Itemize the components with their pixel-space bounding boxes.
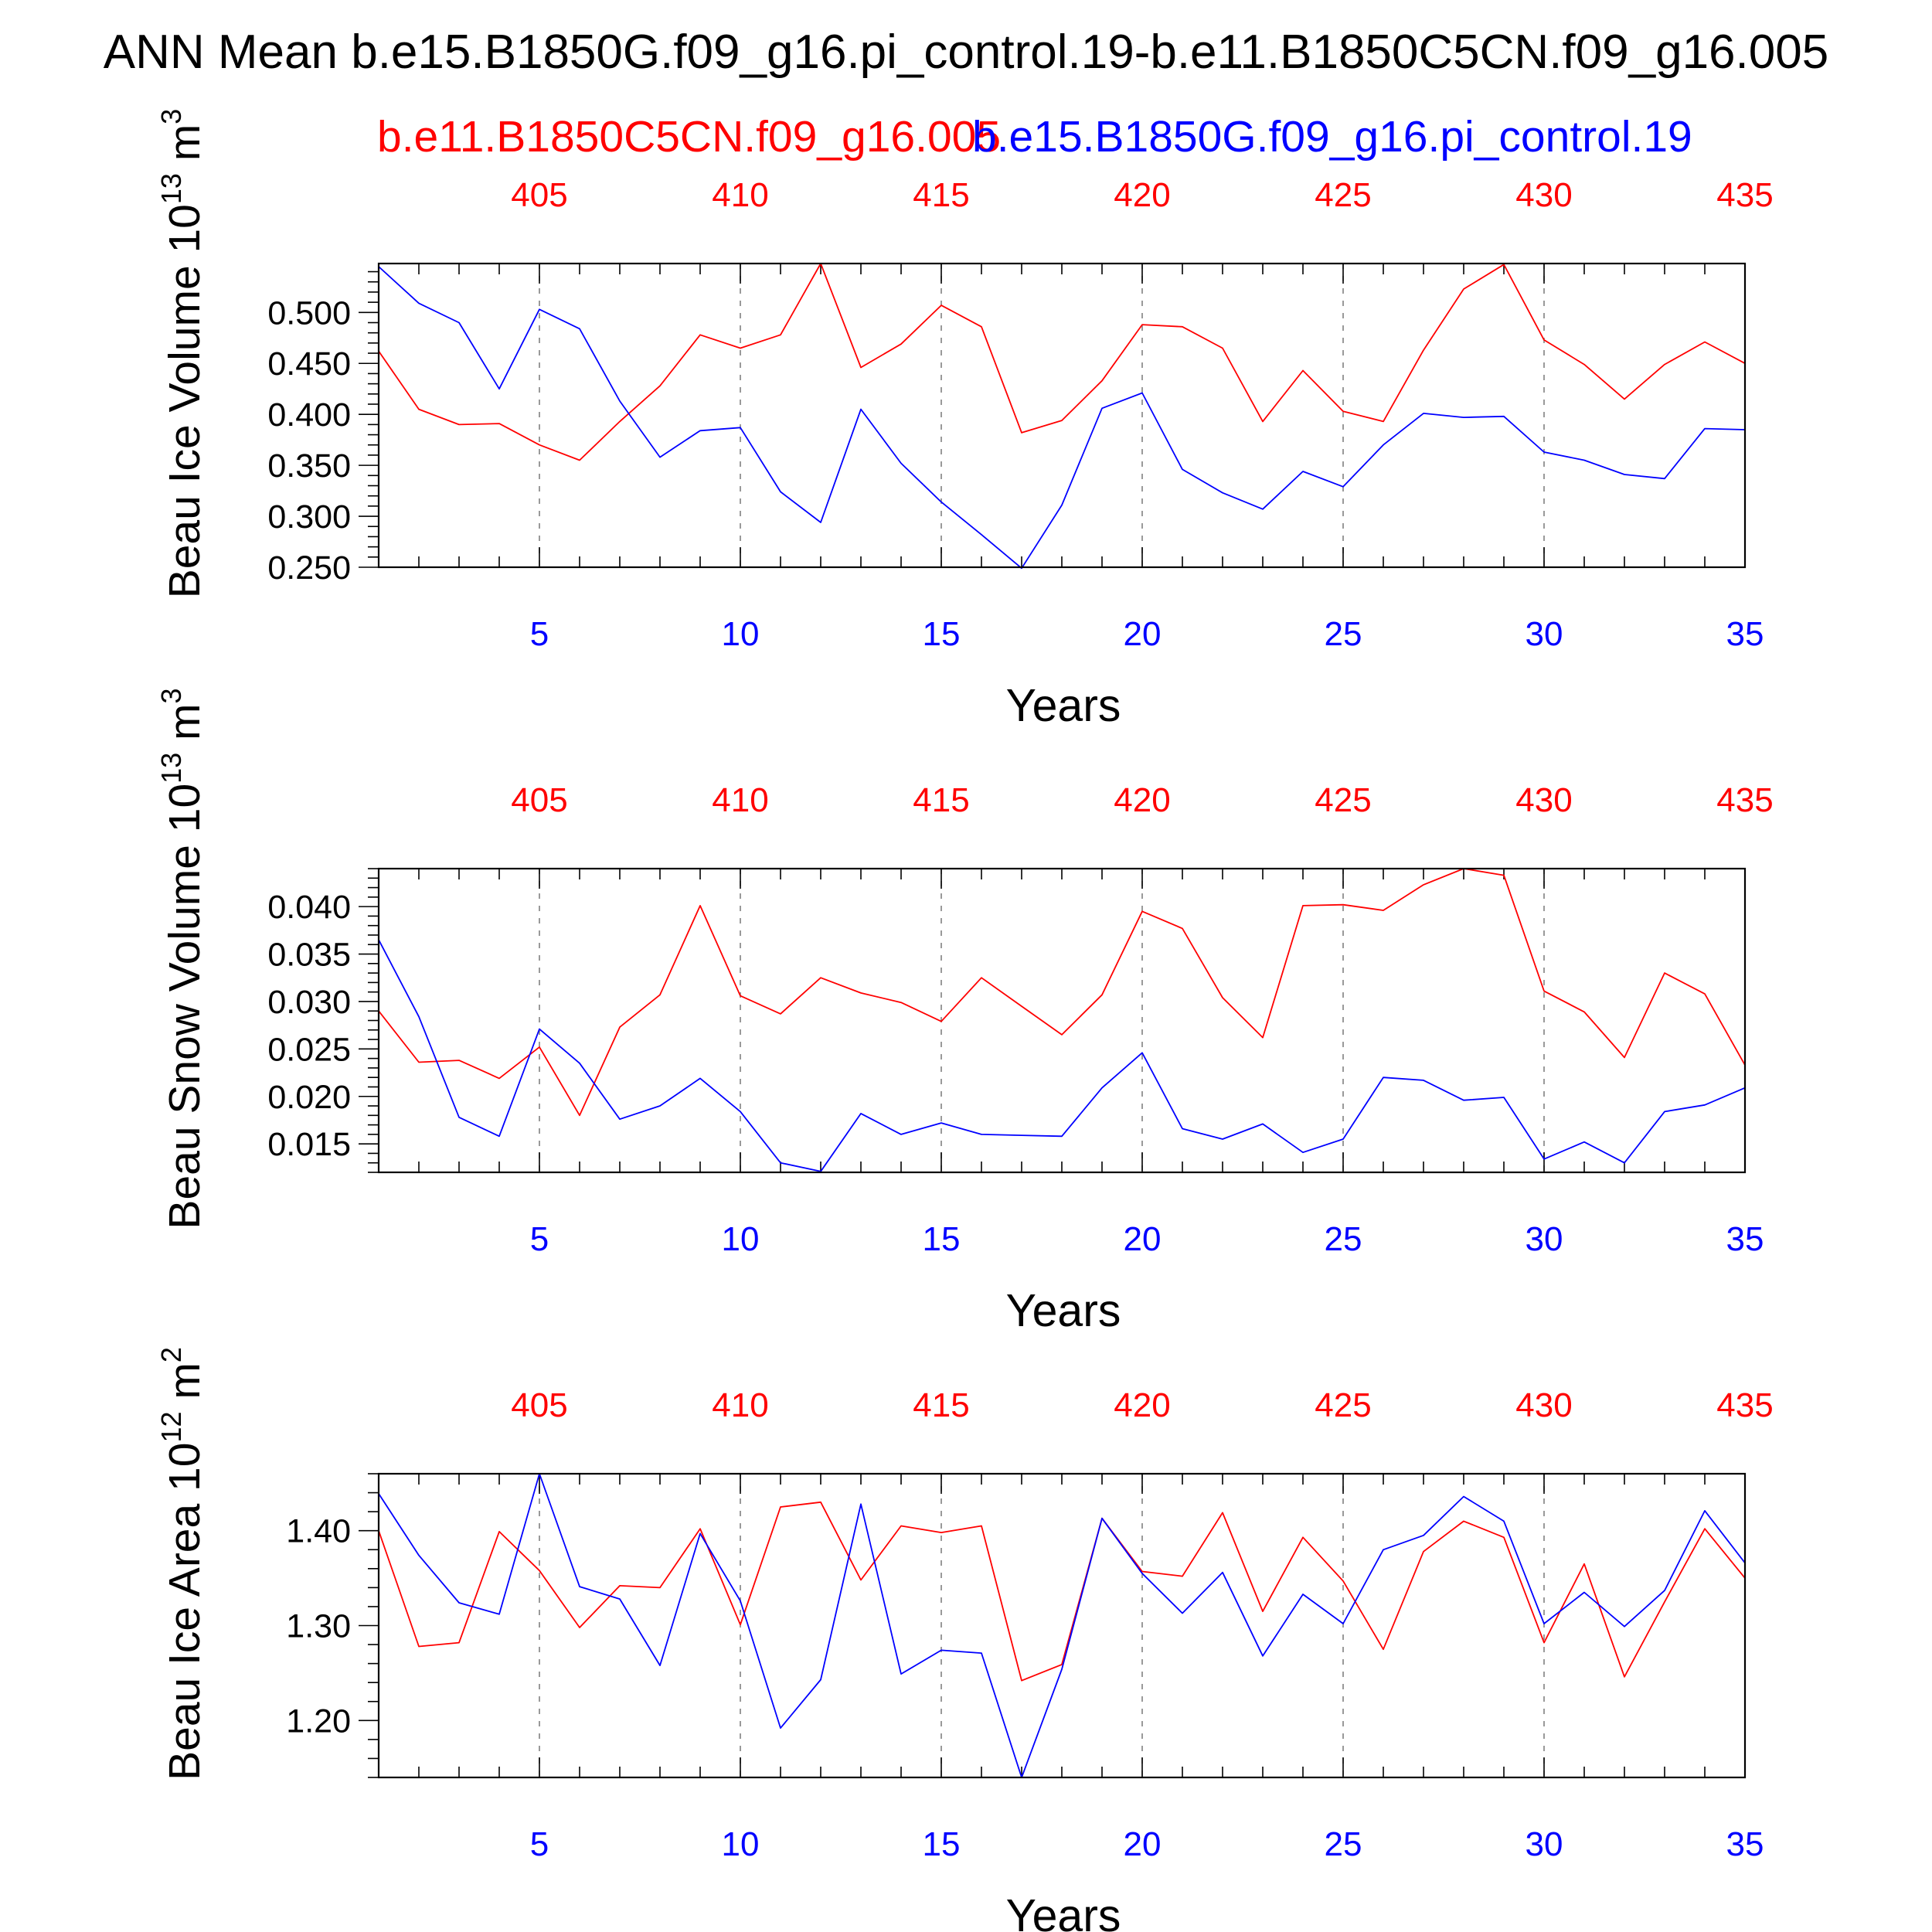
y-axis-label-part: 2: [155, 1347, 187, 1362]
plot-frame: [377, 262, 1747, 569]
x-tick-label-bottom: 35: [1726, 615, 1764, 653]
series-line-red: [378, 263, 1746, 461]
x-tick-label-top: 415: [913, 1386, 969, 1424]
series-line-red: [378, 868, 1746, 1117]
x-tick-label-top: 410: [712, 781, 768, 819]
x-tick-label-bottom: 25: [1325, 1825, 1362, 1863]
figure-title: ANN Mean b.e15.B1850G.f09_g16.pi_control…: [104, 26, 1828, 79]
x-axis-label: Years: [1006, 1890, 1121, 1932]
legend-blue-label: b.e15.B1850G.f09_g16.pi_control.19: [972, 112, 1692, 162]
y-tick-label: 0.035: [267, 937, 351, 974]
x-tick-label-bottom: 5: [530, 615, 549, 653]
x-tick-label-top: 425: [1315, 1386, 1371, 1424]
x-tick-label-bottom: 20: [1124, 1220, 1162, 1258]
x-tick-label-bottom: 5: [530, 1825, 549, 1863]
y-tick-label: 0.015: [267, 1126, 351, 1163]
y-axis-label: Beau Ice Volume 1013 m3: [155, 109, 209, 599]
y-axis-label-part: Beau Ice Area: [160, 1492, 209, 1781]
x-tick-label-bottom: 20: [1124, 1825, 1162, 1863]
x-tick-label-top: 430: [1515, 176, 1572, 214]
x-tick-label-bottom: 15: [923, 1220, 961, 1258]
y-tick-label: 0.025: [267, 1031, 351, 1068]
x-tick-label-top: 410: [712, 176, 768, 214]
y-tick-label: 0.500: [267, 294, 351, 332]
x-tick-label-bottom: 10: [722, 615, 760, 653]
x-tick-label-top: 435: [1716, 176, 1773, 214]
y-tick-label: 1.40: [286, 1513, 351, 1550]
y-tick-label: 0.350: [267, 447, 351, 485]
x-tick-label-bottom: 35: [1726, 1220, 1764, 1258]
x-tick-label-top: 410: [712, 1386, 768, 1424]
plot-frame: [377, 1472, 1747, 1779]
y-axis-label-part: m: [160, 1362, 209, 1411]
y-axis-label-part: m: [160, 703, 209, 752]
y-tick-label: 0.020: [267, 1079, 351, 1116]
legend-red-label: b.e11.B1850C5CN.f09_g16.005: [377, 112, 1001, 162]
y-axis-label-part: 10: [160, 784, 209, 832]
y-axis-label-part: 13: [155, 173, 187, 204]
x-tick-label-bottom: 30: [1526, 1220, 1563, 1258]
y-axis-label-part: m: [160, 124, 209, 173]
x-tick-label-top: 425: [1315, 781, 1371, 819]
x-axis-label: Years: [1006, 680, 1121, 731]
x-tick-label-top: 405: [511, 176, 567, 214]
chart-panel-1: 5 10 15 20 25 30 35 405 410 415 420 425 430 435 0.250 0…: [155, 109, 1774, 731]
series-line-blue: [378, 1473, 1746, 1778]
x-tick-label-top: 420: [1114, 1386, 1170, 1424]
x-tick-label-top: 430: [1515, 781, 1572, 819]
series-line-red: [378, 1501, 1746, 1682]
chart-panel-2: 5 10 15 20 25 30 35 405 410 415 420 425 430 435 0.015 0…: [155, 688, 1774, 1336]
y-tick-label: 0.250: [267, 549, 351, 587]
y-axis-label: Beau Snow Volume 1013 m3: [155, 688, 209, 1229]
x-tick-label-bottom: 15: [923, 615, 961, 653]
x-tick-label-top: 405: [511, 1386, 567, 1424]
y-axis-label-part: 3: [155, 109, 187, 124]
x-tick-label-bottom: 25: [1325, 1220, 1362, 1258]
y-axis-label-part: 10: [160, 204, 209, 253]
x-tick-label-top: 420: [1114, 176, 1170, 214]
y-axis-label-part: 12: [155, 1411, 187, 1442]
y-axis-label-part: 13: [155, 753, 187, 784]
series-line-blue: [378, 266, 1746, 570]
x-tick-label-top: 435: [1716, 1386, 1773, 1424]
x-tick-label-top: 405: [511, 781, 567, 819]
x-tick-label-top: 420: [1114, 781, 1170, 819]
x-tick-label-bottom: 20: [1124, 615, 1162, 653]
y-tick-label: 0.040: [267, 889, 351, 926]
x-tick-label-bottom: 5: [530, 1220, 549, 1258]
x-tick-label-top: 425: [1315, 176, 1371, 214]
x-tick-label-bottom: 30: [1526, 615, 1563, 653]
x-tick-label-bottom: 30: [1526, 1825, 1563, 1863]
y-axis-label-part: 10: [160, 1443, 209, 1492]
y-tick-label: 0.450: [267, 345, 351, 383]
x-tick-label-bottom: 35: [1726, 1825, 1764, 1863]
x-tick-label-top: 430: [1515, 1386, 1572, 1424]
y-axis-label: Beau Ice Area 1012 m2: [155, 1347, 209, 1781]
x-tick-label-top: 415: [913, 781, 969, 819]
x-tick-label-bottom: 15: [923, 1825, 961, 1863]
y-tick-label: 0.300: [267, 498, 351, 536]
plot-frame: [377, 867, 1747, 1174]
x-tick-label-top: 435: [1716, 781, 1773, 819]
x-tick-label-top: 415: [913, 176, 969, 214]
y-axis-label-part: 3: [155, 688, 187, 703]
series-line-blue: [378, 939, 1746, 1172]
y-axis-label-part: Beau Snow Volume: [160, 832, 209, 1229]
y-tick-label: 0.030: [267, 984, 351, 1021]
y-tick-label: 1.30: [286, 1608, 351, 1645]
y-tick-label: 1.20: [286, 1702, 351, 1740]
chart-panel-3: 5 10 15 20 25 30 35 405 410 415 420 425 430 435 1.20 1.…: [155, 1347, 1774, 1932]
x-tick-label-bottom: 25: [1325, 615, 1362, 653]
x-tick-label-bottom: 10: [722, 1220, 760, 1258]
y-tick-label: 0.400: [267, 396, 351, 434]
y-axis-label-part: Beau Ice Volume: [160, 253, 209, 599]
x-axis-label: Years: [1006, 1285, 1121, 1336]
x-tick-label-bottom: 10: [722, 1825, 760, 1863]
